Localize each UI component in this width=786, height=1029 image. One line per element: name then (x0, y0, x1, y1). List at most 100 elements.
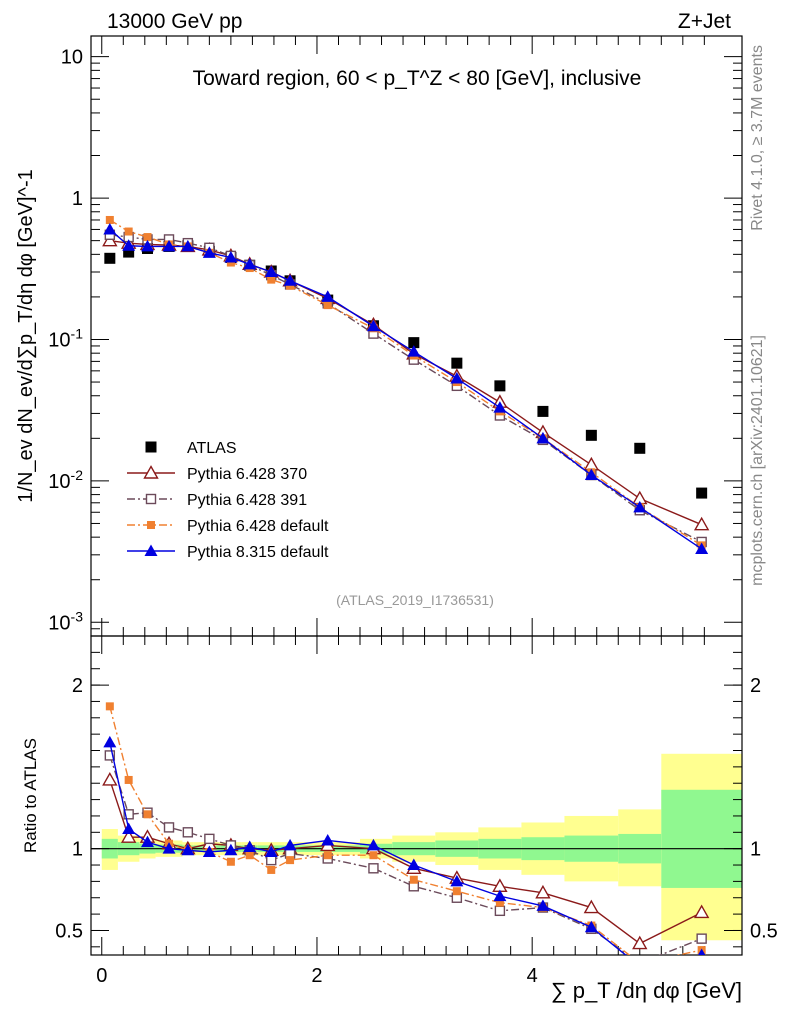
ratio-y-axis-label: Ratio to ATLAS (21, 738, 40, 853)
main-panel: 10 1 10-1 10-2 10-3 1/N_ev dN_ev/d∑p_T/dη dφ … (15, 35, 743, 637)
data-point-pythia-8-315-default (264, 265, 278, 278)
x-tick-label: 4 (527, 965, 538, 987)
ratio-series-group (102, 702, 710, 972)
ratio-point-pythia-6-428-391 (104, 750, 116, 761)
data-point-pythia-8-315-default (243, 257, 257, 270)
data-point-pythia-6-428-default (226, 258, 235, 267)
ratio-point-pythia-8-315-default (407, 858, 421, 871)
ratio-point-pythia-8-315-default (366, 838, 380, 851)
data-point-pythia-6-428-370 (693, 516, 710, 531)
data-point-pythia-8-315-default (202, 246, 216, 258)
ratio-point-pythia-6-428-391 (204, 833, 215, 845)
ratio-point-pythia-6-428-391 (182, 827, 194, 838)
ratio-point-pythia-8-315-default (243, 840, 257, 853)
ratio-point-pythia-8-315-default (536, 899, 550, 911)
ratio-point-pythia-8-315-default (633, 960, 646, 972)
data-point-pythia-8-315-default (122, 239, 136, 251)
ratio-point-pythia-8-315-default (283, 838, 297, 851)
ratio-point-pythia-8-315-default (264, 845, 278, 857)
ratio-point-pythia-6-428-370 (693, 904, 710, 919)
data-point-pythia-8-315-default (181, 239, 195, 252)
data-point-pythia-6-428-default (323, 301, 332, 310)
data-point-pythia-8-315-default (633, 500, 647, 513)
ratio-panel: 0 2 4 0.5 0.5 1 1 2 2 Ratio to ATLAS ∑ p_T /dη dφ … (21, 635, 778, 1003)
data-point-pythia-8-315-default (103, 222, 117, 235)
data-point-pythia-6-428-370 (583, 456, 600, 471)
ratio-point-pythia-6-428-default (286, 856, 295, 865)
ratio-point-pythia-6-428-391 (368, 863, 379, 874)
ratio-y-tick-label: 0.5 (55, 920, 83, 942)
data-point-pythia-8-315-default (407, 345, 421, 357)
ratio-point-pythia-8-315-default (493, 889, 507, 902)
data-point-pythia-8-315-default (584, 468, 598, 481)
ratio-point-pythia-6-428-default (124, 775, 133, 784)
data-point-pythia-8-315-default (140, 239, 154, 252)
y-tick-label: 10 (61, 47, 83, 69)
legend-marker-pythia-6-428-default (147, 521, 155, 529)
legend-marker-atlas (145, 441, 157, 453)
data-point-pythia-8-315-default (695, 542, 709, 554)
ratio-point-pythia-8-315-default (450, 874, 464, 887)
data-point-pythia-8-315-default (283, 274, 297, 286)
data-point-atlas (696, 487, 708, 499)
energy-label: 13000 GeV pp (107, 10, 242, 33)
ratio-frame (90, 635, 743, 956)
data-point-pythia-6-428-default (105, 215, 114, 224)
y-tick-label: 10-3 (48, 608, 83, 634)
ratio-y-tick-label: 2 (72, 675, 83, 697)
ratio-point-pythia-6-428-default (245, 851, 254, 860)
legend-marker-pythia-6-428-391 (145, 493, 157, 505)
ratio-point-pythia-6-428-default (636, 959, 644, 967)
ratio-y-tick-label-right: 2 (750, 675, 761, 697)
x-tick-label: 0 (96, 965, 107, 987)
rivet-label: Rivet 4.1.0, ≥ 3.7M events (749, 45, 766, 231)
data-point-atlas (537, 405, 549, 417)
legend-label-pythia-6-428-default: Pythia 6.428 default (187, 518, 329, 535)
x-axis-label: ∑ p_T /dη dφ [GeV] (551, 978, 742, 1003)
uncertainty-band-inner (661, 789, 742, 888)
y-tick-label: 10-2 (48, 467, 83, 493)
ratio-y-tick-label-right: 1 (750, 839, 761, 861)
ratio-point-pythia-6-428-default (143, 810, 152, 819)
main-y-axis-label: 1/N_ev dN_ev/d∑p_T/dη dφ [GeV]^-1 (15, 169, 37, 502)
ratio-point-pythia-6-428-default (369, 851, 378, 860)
data-point-pythia-8-315-default (321, 290, 335, 302)
data-point-atlas (408, 337, 420, 349)
ratio-point-pythia-6-428-391 (123, 809, 134, 820)
legend-label-pythia-6-428-391: Pythia 6.428 391 (187, 492, 307, 509)
ratio-y-tick-label-right: 0.5 (750, 920, 778, 942)
ratio-point-pythia-6-428-370 (632, 935, 648, 950)
ratio-point-pythia-8-315-default (140, 835, 154, 848)
ratio-point-pythia-8-315-default (697, 948, 706, 955)
plot-title: Toward region, 60 < p_T^Z < 80 [GeV], in… (193, 67, 642, 90)
ratio-point-pythia-6-428-370 (583, 899, 600, 914)
ratio-point-pythia-8-315-default (181, 843, 195, 856)
data-point-pythia-8-315-default (450, 371, 464, 384)
ratio-point-pythia-6-428-391 (494, 905, 506, 917)
ratio-point-pythia-8-315-default (202, 845, 216, 857)
ratio-point-pythia-6-428-default (409, 875, 418, 884)
data-point-pythia-8-315-default (536, 431, 550, 444)
ratio-point-pythia-8-315-default (162, 842, 176, 854)
data-point-pythia-6-428-default (143, 233, 152, 242)
legend-marker-pythia-8-315-default (144, 544, 158, 556)
data-point-atlas (451, 357, 463, 369)
legend-label-pythia-8-315-default: Pythia 8.315 default (187, 544, 329, 561)
analysis-id: (ATLAS_2019_I1736531) (336, 592, 494, 608)
data-point-atlas (585, 429, 597, 441)
ratio-point-pythia-8-315-default (122, 822, 136, 835)
data-point-pythia-8-315-default (224, 250, 238, 263)
ratio-y-tick-label: 1 (72, 839, 83, 861)
ratio-point-pythia-8-315-default (103, 735, 117, 748)
ratio-point-pythia-8-315-default (321, 833, 335, 846)
y-tick-label: 1 (72, 188, 83, 210)
data-point-atlas (634, 442, 646, 454)
data-point-atlas (123, 246, 135, 258)
data-point-pythia-8-315-default (366, 319, 380, 332)
ratio-point-pythia-6-428-default (226, 857, 235, 866)
data-point-pythia-6-428-default (124, 227, 133, 236)
legend-marker-pythia-6-428-370 (143, 465, 159, 479)
ratio-point-pythia-6-428-default (105, 702, 114, 711)
x-tick-label: 2 (311, 965, 322, 987)
y-tick-label: 10-1 (48, 325, 83, 351)
